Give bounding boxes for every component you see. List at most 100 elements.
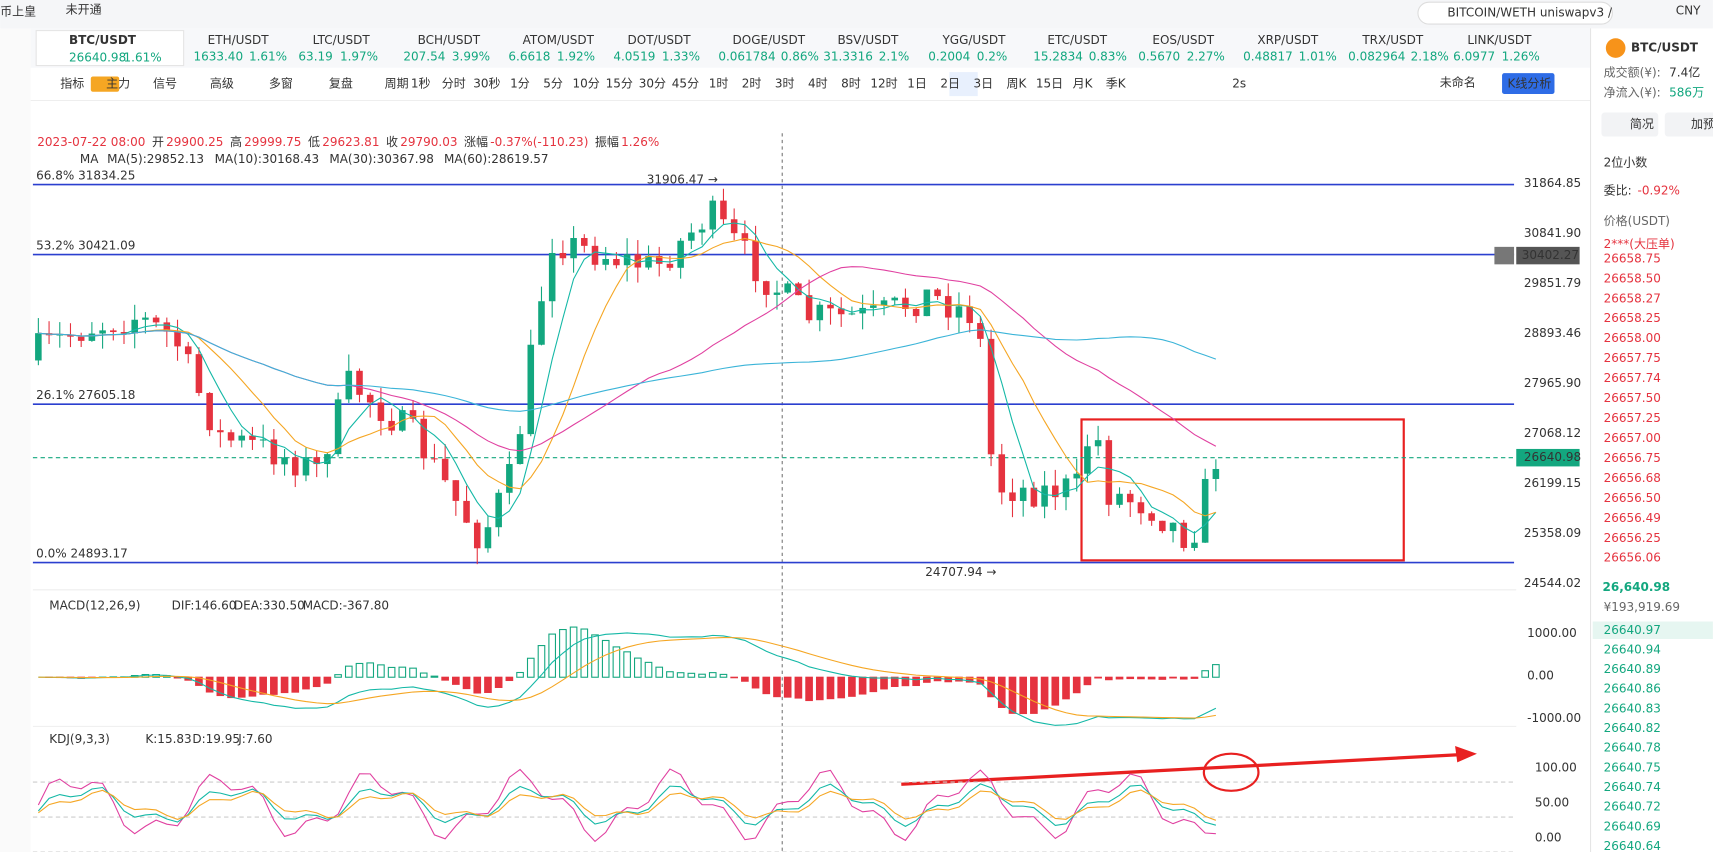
ask-price: 26658.25: [1604, 311, 1661, 325]
macd-bar: [334, 674, 342, 678]
macd-bar: [826, 676, 835, 700]
price-tick: 25358.09: [1524, 526, 1581, 540]
macd-bar: [730, 676, 738, 679]
search-box[interactable]: [1417, 1, 1613, 25]
macd-bar: [880, 676, 888, 690]
interval: 周K: [1006, 77, 1027, 91]
ma-line: [38, 222, 1217, 534]
candle-body: [452, 480, 460, 501]
ask-price: 26658.50: [1604, 271, 1661, 285]
ticker-change: 2.18%: [1411, 49, 1449, 63]
candle-body: [1191, 542, 1198, 548]
candle-body: [56, 334, 64, 336]
candle-body: [1094, 440, 1102, 447]
tab-label: 简况: [1630, 117, 1654, 131]
macd-bar: [1030, 676, 1038, 714]
fib-label: 0.0% 24893.17: [36, 546, 128, 560]
candle-body: [1137, 502, 1145, 514]
candle-body: [1116, 493, 1123, 505]
ticker-symbol: DOT/USDT: [628, 33, 692, 47]
kdj-tick: 0.00: [1535, 830, 1562, 844]
analysis-button[interactable]: [1502, 73, 1555, 94]
ticker-symbol: ETC/USDT: [1047, 33, 1107, 47]
macd-bar: [216, 676, 225, 697]
price-tick: 26199.15: [1524, 476, 1581, 490]
candle-body: [334, 399, 342, 455]
price-tick: 29851.79: [1524, 276, 1581, 290]
macd-bar: [1212, 664, 1220, 678]
ma-value: MA(30):30367.98: [329, 152, 434, 166]
bid-price: 26640.75: [1604, 760, 1661, 774]
candle-body: [1009, 492, 1016, 501]
ohlc-part: 2023-07-22 08:00: [37, 135, 145, 149]
candle-body: [655, 256, 663, 264]
candle-body: [1105, 440, 1113, 505]
candle-body: [1126, 493, 1134, 503]
macd-bar: [355, 662, 364, 678]
panel-symbol: BTC/USDT: [1631, 41, 1699, 55]
ticker-symbol: DOGE/USDT: [733, 33, 806, 47]
bid-price: 26640.82: [1604, 721, 1661, 735]
active-ticker[interactable]: [35, 30, 185, 67]
label: 净流入(¥):: [1604, 85, 1661, 99]
status: 未开通: [66, 2, 102, 16]
candle-body: [206, 392, 213, 431]
macd-bar: [323, 676, 332, 684]
bid-highlight: [1592, 621, 1713, 639]
arrow-head: [1455, 746, 1477, 763]
tab[interactable]: [1664, 112, 1713, 137]
ticker-change: 0.83%: [1089, 49, 1127, 63]
candle-body: [1030, 487, 1038, 507]
ticker-price: 31.3316: [823, 49, 873, 63]
ticker-change: 0.86%: [781, 49, 819, 63]
candle-body: [784, 283, 791, 293]
ticker-change: 0.2%: [977, 49, 1008, 63]
macd-bar: [698, 673, 706, 678]
candle-body: [773, 292, 781, 295]
candle-body: [324, 454, 331, 465]
macd-bar: [687, 672, 696, 678]
ohlc-part: 29790.03: [400, 135, 457, 149]
ask-price: 26656.50: [1604, 491, 1661, 505]
search-text: BITCOIN/WETH uniswapv3 /: [1447, 6, 1613, 20]
candle-body: [67, 334, 74, 337]
macd-label: MACD(12,26,9): [49, 599, 140, 613]
price-tick: 30841.90: [1524, 226, 1581, 240]
toolbar-item: 复盘: [329, 76, 353, 91]
bid-price: 26640.86: [1604, 682, 1661, 696]
ohlc: 2023-07-22 08:00 开 29900.25 高 29999.75 低 29623…: [37, 134, 659, 149]
macd-bar: [398, 666, 407, 678]
ticker-change: 1.33%: [662, 49, 700, 63]
ohlc-part: 涨幅: [464, 134, 488, 149]
macd-dea: DEA:330.50: [234, 599, 305, 613]
tab[interactable]: [1601, 112, 1659, 137]
macd-bar: [409, 667, 417, 678]
macd-tick: 0.00: [1527, 669, 1554, 683]
analysis-text: K线分析: [1508, 77, 1552, 91]
macd-bar: [516, 671, 524, 678]
macd-bar: [773, 676, 781, 698]
ticker-price: 15.2834: [1033, 49, 1083, 63]
coin-icon: [1605, 38, 1626, 58]
candle-body: [409, 410, 417, 419]
candle-body: [966, 306, 973, 324]
ticker-change: 1.97%: [340, 49, 378, 63]
ticker-price: 6.0977: [1453, 49, 1495, 63]
ask-price: 26656.25: [1604, 531, 1661, 545]
interval: 5分: [543, 77, 563, 91]
ohlc-part: 高: [230, 134, 242, 149]
macd-bar: [291, 676, 300, 693]
candle-body: [366, 394, 374, 403]
candle-body: [827, 304, 834, 309]
macd-bar: [1190, 676, 1199, 679]
interval-active: [949, 72, 978, 97]
refresh: 2s: [1232, 77, 1246, 91]
candle-body: [666, 263, 674, 268]
ticker-change: 2.27%: [1187, 49, 1225, 63]
toolbar-item: 高级: [210, 76, 234, 91]
big-order: 2***(大压单): [1604, 237, 1675, 251]
ticker-symbol: LTC/USDT: [313, 33, 371, 47]
ticker-change: 1.92%: [557, 49, 595, 63]
ohlc-part: 29623.81: [322, 135, 379, 149]
ticker-price: 0.061784: [718, 49, 775, 63]
